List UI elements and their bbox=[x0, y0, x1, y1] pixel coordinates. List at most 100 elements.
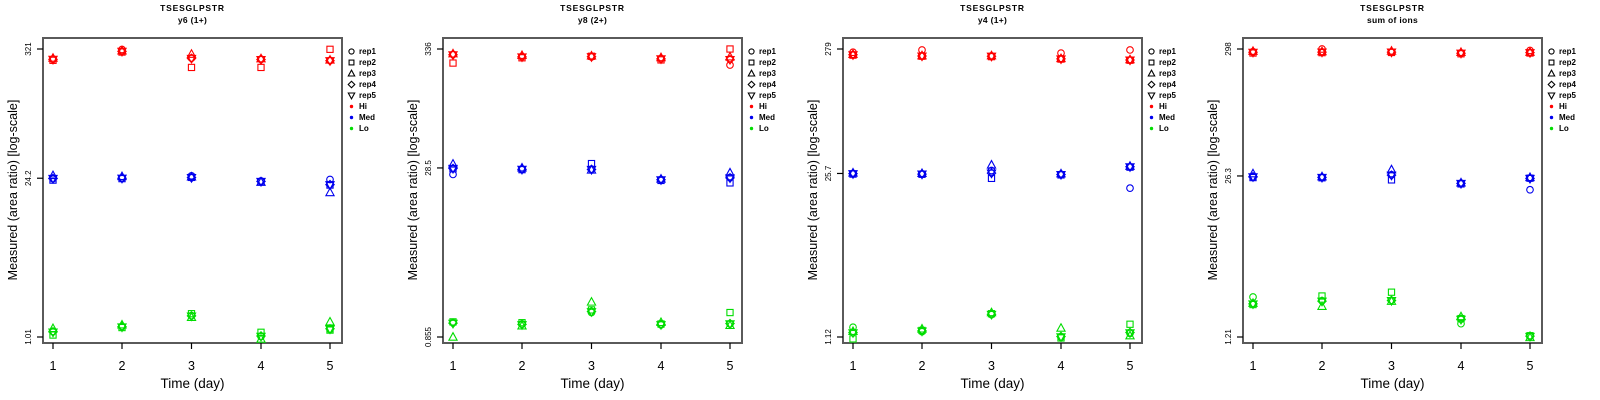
level-dot bbox=[349, 115, 354, 120]
legend-label: Med bbox=[1559, 113, 1575, 122]
diamond-marker bbox=[747, 80, 756, 89]
triangle-up-marker bbox=[347, 68, 356, 77]
legend-item-rep2: rep2 bbox=[1546, 57, 1576, 68]
triangle-down-marker bbox=[1386, 48, 1397, 58]
triangle-down-marker bbox=[586, 308, 597, 318]
legend-item-rep3: rep3 bbox=[746, 68, 776, 79]
plot-frame bbox=[442, 37, 743, 344]
diamond-icon bbox=[1547, 80, 1556, 89]
square-marker bbox=[1318, 292, 1326, 300]
dot-icon bbox=[349, 126, 354, 131]
triangle-up-marker bbox=[916, 167, 928, 178]
legend-label: rep5 bbox=[1559, 91, 1576, 100]
dot-icon bbox=[349, 115, 354, 120]
y-tick-label: 298 bbox=[1224, 42, 1233, 56]
dot-icon bbox=[749, 115, 754, 120]
x-tick-label: 3 bbox=[988, 359, 995, 373]
legend-label: rep3 bbox=[359, 69, 376, 78]
triangle-down-marker bbox=[1455, 49, 1467, 59]
triangle-up-marker bbox=[1547, 68, 1556, 77]
dot-icon bbox=[1149, 126, 1154, 131]
diamond-icon bbox=[1147, 80, 1156, 89]
triangle-down-marker bbox=[116, 47, 128, 58]
triangle-down-marker bbox=[747, 92, 756, 101]
legend-item-hi: Hi bbox=[1146, 101, 1176, 112]
level-dot bbox=[349, 126, 354, 131]
circle-marker bbox=[449, 170, 457, 179]
y-tick-label: 336 bbox=[424, 42, 433, 56]
triangle-up-marker bbox=[916, 50, 928, 60]
legend-item-rep3: rep3 bbox=[1546, 68, 1576, 79]
triangle-down-marker bbox=[255, 55, 267, 66]
x-tick-label: 4 bbox=[658, 359, 665, 373]
y-tick-label: 0.855 bbox=[424, 326, 433, 347]
circle-marker bbox=[1457, 319, 1465, 328]
square-icon bbox=[348, 59, 355, 66]
triangle-down-marker bbox=[847, 329, 859, 339]
triangle-up-marker bbox=[1386, 164, 1397, 174]
triangle-down-marker bbox=[724, 174, 736, 184]
level-dot bbox=[749, 126, 754, 131]
triangle-up-icon bbox=[1547, 68, 1556, 77]
legend-item-med: Med bbox=[1146, 112, 1176, 123]
triangle-down-marker bbox=[986, 310, 997, 321]
triangle-down-marker bbox=[324, 57, 336, 67]
square-marker bbox=[257, 63, 265, 72]
triangle-down-marker bbox=[186, 174, 197, 184]
triangle-down-marker bbox=[255, 332, 267, 342]
triangle-down-marker bbox=[1455, 179, 1467, 190]
triangle-down-marker bbox=[1386, 171, 1397, 181]
triangle-up-marker bbox=[1524, 46, 1536, 56]
dot-icon bbox=[749, 104, 754, 109]
legend-label: rep4 bbox=[359, 80, 376, 89]
circle-marker bbox=[726, 61, 734, 69]
triangle-down-marker bbox=[916, 170, 928, 180]
legend-item-rep3: rep3 bbox=[346, 68, 376, 79]
legend-label: rep2 bbox=[359, 58, 376, 67]
triangle-down-marker bbox=[655, 321, 667, 331]
dot-icon bbox=[749, 126, 754, 131]
x-tick-label: 3 bbox=[1388, 359, 1395, 373]
legend-item-med: Med bbox=[1546, 112, 1576, 123]
triangle-down-marker bbox=[516, 321, 528, 331]
x-tick-label: 1 bbox=[1250, 359, 1257, 373]
circle-marker bbox=[326, 175, 334, 184]
triangle-down-marker bbox=[986, 169, 997, 179]
legend-item-lo: Lo bbox=[746, 123, 776, 134]
legend-label: rep5 bbox=[359, 91, 376, 100]
x-tick-label: 5 bbox=[327, 359, 334, 373]
y-tick-label: 1.01 bbox=[24, 329, 33, 345]
x-axis-label: Time (day) bbox=[560, 376, 625, 391]
dot-icon bbox=[349, 104, 354, 109]
plot-frame bbox=[42, 37, 343, 344]
triangle-down-marker bbox=[516, 165, 528, 175]
circle-marker bbox=[748, 48, 755, 55]
triangle-up-marker bbox=[186, 48, 197, 58]
x-tick-label: 2 bbox=[119, 359, 126, 373]
legend-label: rep2 bbox=[1559, 58, 1576, 67]
legend-label: rep3 bbox=[1159, 69, 1176, 78]
x-axis-label: Time (day) bbox=[1360, 376, 1425, 391]
legend-item-lo: Lo bbox=[346, 123, 376, 134]
triangle-up-marker bbox=[1316, 46, 1328, 56]
x-tick-label: 3 bbox=[588, 359, 595, 373]
square-marker bbox=[849, 335, 857, 343]
square-marker bbox=[1387, 288, 1396, 296]
level-dot bbox=[1549, 115, 1554, 120]
y-tick-label: 1.21 bbox=[1224, 329, 1233, 345]
triangle-down-icon bbox=[1547, 92, 1556, 101]
y-tick-label: 25.7 bbox=[824, 165, 833, 181]
subplot-panel-sum: TSESGLPSTR sum of ions Measured (area ra… bbox=[1200, 0, 1600, 400]
square-marker bbox=[1148, 59, 1155, 66]
circle-marker bbox=[1548, 48, 1555, 55]
square-icon bbox=[1148, 59, 1155, 66]
legend-item-hi: Hi bbox=[346, 101, 376, 112]
triangle-down-marker bbox=[1247, 300, 1259, 310]
triangle-up-marker bbox=[1124, 54, 1136, 64]
panel-subtitle: y4 (1+) bbox=[977, 15, 1008, 25]
dot-icon bbox=[1549, 115, 1554, 120]
legend-label: Med bbox=[359, 113, 375, 122]
triangle-up-marker bbox=[1055, 322, 1067, 332]
legend-item-rep5: rep5 bbox=[1546, 90, 1576, 101]
